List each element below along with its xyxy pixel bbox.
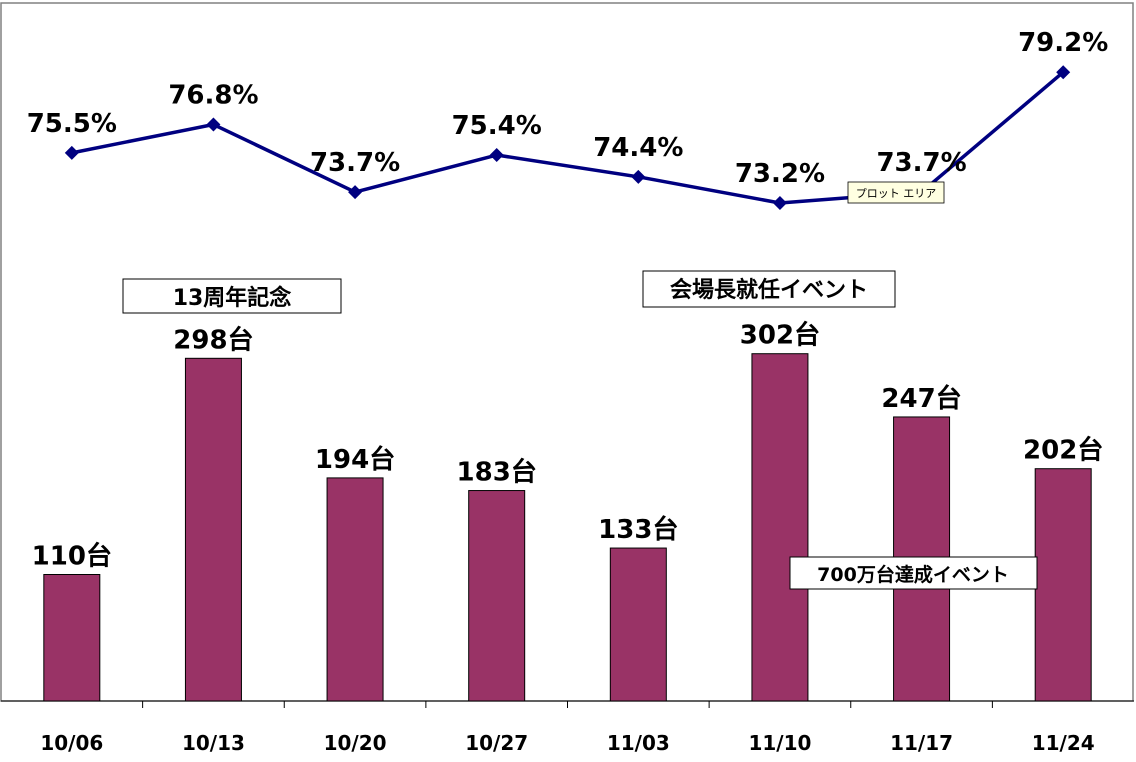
bar-data-label: 302台 bbox=[740, 320, 820, 351]
annotation-director-event: 会場長就任イベント bbox=[642, 270, 896, 308]
x-tick-label: 11/24 bbox=[1032, 731, 1095, 755]
line-point-10/20 bbox=[348, 185, 363, 200]
line-data-label: 75.5% bbox=[27, 109, 117, 139]
bar-data-label: 110台 bbox=[32, 541, 112, 572]
x-tick-label: 10/20 bbox=[324, 731, 387, 755]
line-point-11/24 bbox=[1056, 65, 1071, 80]
bar-data-label: 202台 bbox=[1023, 435, 1103, 466]
line-data-labels: 75.5% 76.8% 73.7% 75.4% 74.4% 73.2% 73.7% 79.2% bbox=[27, 28, 1109, 189]
bar-10/13 bbox=[184, 357, 242, 702]
annotation-13th-anniversary: 13周年記念 bbox=[122, 278, 342, 314]
annotation-director-event-text: 会場長就任イベント bbox=[670, 277, 868, 303]
line-point-11/03 bbox=[631, 169, 646, 184]
x-tick-label: 11/03 bbox=[607, 731, 670, 755]
bar-11/10 bbox=[751, 353, 809, 702]
bar-10/06 bbox=[43, 574, 101, 702]
bar-data-label: 133台 bbox=[598, 514, 678, 545]
annotation-13th-anniversary-text: 13周年記念 bbox=[173, 285, 292, 311]
line-data-label: 74.4% bbox=[593, 133, 683, 163]
bar-data-labels: 110台 298台 194台 183台 133台 302台 247台 202台 bbox=[32, 320, 1104, 572]
bar-10/27 bbox=[468, 490, 526, 702]
line-point-10/13 bbox=[206, 117, 221, 132]
x-tick-label: 10/06 bbox=[40, 731, 103, 755]
x-tick-label: 10/27 bbox=[465, 731, 528, 755]
line-data-label: 76.8% bbox=[168, 81, 258, 111]
line-point-11/10 bbox=[772, 196, 787, 210]
bar-10/20 bbox=[326, 477, 384, 702]
bar-11/03 bbox=[609, 547, 667, 702]
line-data-label: 79.2% bbox=[1018, 28, 1108, 58]
line-data-label: 75.4% bbox=[452, 111, 542, 141]
annotation-7million-event-text: 700万台達成イベント bbox=[817, 563, 1009, 586]
line-data-label: 73.7% bbox=[876, 148, 966, 178]
x-tick-label: 10/13 bbox=[182, 731, 245, 755]
plot-area-tooltip-text: プロット エリア bbox=[856, 187, 937, 200]
bar-data-label: 298台 bbox=[173, 324, 253, 355]
x-axis-ticks bbox=[142, 701, 993, 708]
x-tick-label: 11/10 bbox=[748, 731, 811, 755]
bar-data-label: 247台 bbox=[881, 383, 961, 414]
bar-11/24 bbox=[1034, 468, 1092, 702]
bar-data-label: 194台 bbox=[315, 444, 395, 475]
line-data-label: 73.7% bbox=[310, 148, 400, 178]
line-data-label: 73.2% bbox=[735, 159, 825, 189]
x-tick-labels: 10/06 10/13 10/20 10/27 11/03 11/10 11/17 11/24 bbox=[40, 731, 1094, 755]
x-tick-label: 11/17 bbox=[890, 731, 953, 755]
line-point-10/27 bbox=[489, 148, 504, 163]
bar-data-label: 183台 bbox=[457, 457, 537, 488]
plot-area-tooltip: プロット エリア bbox=[847, 181, 945, 204]
annotation-7million-event: 700万台達成イベント bbox=[789, 556, 1038, 590]
line-point-10/06 bbox=[64, 145, 79, 160]
